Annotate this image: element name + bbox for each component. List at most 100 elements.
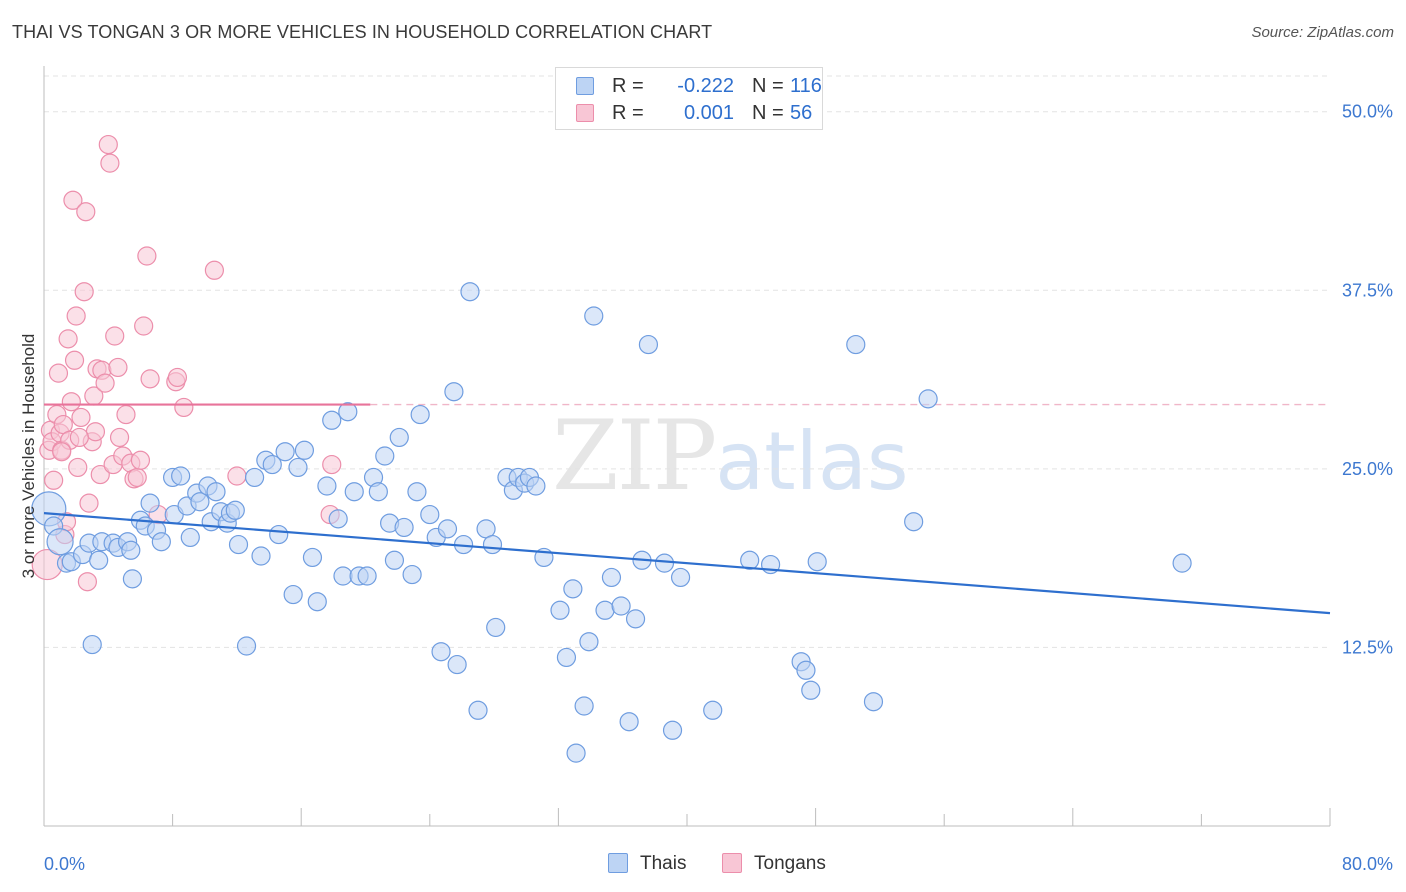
thais-point	[333, 566, 353, 586]
thais-point	[846, 334, 866, 355]
thais-point	[863, 692, 884, 712]
thais-point	[275, 442, 295, 462]
y-axis-title: 3 or more Vehicles in Household	[19, 334, 38, 579]
thais-point	[807, 552, 827, 572]
thais-point	[460, 282, 480, 302]
tongans-point	[64, 350, 85, 370]
tongans-point	[116, 404, 136, 425]
tongans-point	[44, 470, 64, 490]
thais-point	[447, 654, 467, 675]
thais-point	[566, 743, 586, 763]
thais-point	[269, 524, 289, 545]
tongans-point	[48, 363, 69, 383]
tongans-point	[108, 357, 128, 378]
tongans-point	[137, 246, 157, 266]
tongans-point	[69, 427, 89, 448]
thais-point	[322, 410, 342, 430]
watermark-zip: ZIP	[552, 400, 717, 512]
x-tick-label-start: 0.0%	[44, 854, 85, 874]
tongans-point	[134, 316, 154, 336]
thais-point	[638, 334, 659, 355]
thais-point	[619, 712, 639, 732]
thais-point	[262, 454, 282, 475]
axes	[43, 66, 1331, 827]
thais-point	[563, 579, 583, 599]
tongans-point	[77, 572, 98, 592]
thais-point	[625, 609, 646, 629]
tongans-point	[167, 367, 188, 388]
thais-point	[384, 550, 405, 570]
y-tick-label: 25.0%	[1342, 459, 1393, 479]
thais-point	[1172, 553, 1192, 573]
tongans-point	[58, 329, 78, 349]
thais-point	[431, 642, 451, 662]
thais-point	[550, 600, 570, 620]
thais-point	[180, 527, 200, 548]
thais-point	[662, 720, 683, 740]
tongans-points	[31, 134, 342, 592]
thais-point	[402, 564, 422, 585]
thais-point	[486, 617, 506, 638]
tongans-point	[71, 407, 91, 428]
trend-lines	[43, 403, 1331, 615]
thais-point	[801, 680, 821, 700]
thais-point	[584, 306, 604, 326]
y-tick-label: 50.0%	[1342, 102, 1393, 122]
legend-swatch-tongans	[576, 104, 594, 122]
thais-point	[703, 700, 723, 720]
thais-point	[918, 389, 938, 409]
thais-point	[904, 512, 924, 532]
tongans-point	[105, 326, 125, 346]
thais-point	[151, 532, 171, 552]
tongans-point	[90, 464, 110, 485]
thais-point	[82, 634, 102, 655]
thais-points	[31, 282, 1192, 763]
thais-point	[611, 596, 631, 616]
thais-point	[338, 402, 358, 422]
series-label-tongans: Tongans	[754, 853, 826, 874]
thais-point	[670, 567, 691, 588]
thais-point	[302, 547, 323, 568]
watermark-atlas: atlas	[715, 415, 909, 508]
x-tick-label-end: 80.0%	[1342, 854, 1393, 874]
thais-point	[283, 584, 303, 605]
thais-point	[140, 493, 160, 513]
legend-n-value: 116	[790, 75, 822, 97]
thais-point	[328, 509, 348, 529]
thais-point	[468, 700, 488, 720]
thais-point	[407, 482, 427, 502]
tongans-point	[140, 369, 160, 389]
watermark: ZIPatlas	[552, 400, 909, 512]
thais-point	[206, 482, 226, 502]
thais-point	[225, 500, 245, 520]
thais-point	[251, 546, 271, 566]
tongans-point	[74, 282, 94, 302]
tongans-point	[204, 260, 224, 280]
thais-point	[368, 482, 388, 502]
tongans-point	[100, 153, 120, 173]
series-label-thais: Thais	[640, 853, 687, 874]
thais-point	[190, 492, 210, 512]
thais-point	[595, 600, 615, 620]
thais-point	[307, 592, 327, 612]
tongans-point	[109, 427, 130, 448]
legend-r-label: R =	[612, 75, 644, 97]
chart-title: THAI VS TONGAN 3 OR MORE VEHICLES IN HOU…	[12, 22, 713, 42]
thais-point	[288, 457, 308, 478]
thais-point	[344, 482, 364, 502]
thais-point	[121, 540, 141, 560]
thais-point	[740, 550, 760, 570]
thais-point	[375, 446, 395, 466]
thais-point	[601, 567, 622, 588]
y-tick-label: 12.5%	[1342, 637, 1393, 657]
tongans-point	[227, 466, 247, 486]
legend-n-label: N =	[752, 102, 784, 124]
series-swatch-thais	[608, 853, 628, 873]
thais-point	[244, 467, 265, 488]
tongans-point	[174, 397, 194, 418]
thais-point	[796, 660, 816, 680]
thais-point	[171, 466, 191, 486]
thais-point	[482, 534, 503, 555]
thais-point	[654, 553, 675, 573]
